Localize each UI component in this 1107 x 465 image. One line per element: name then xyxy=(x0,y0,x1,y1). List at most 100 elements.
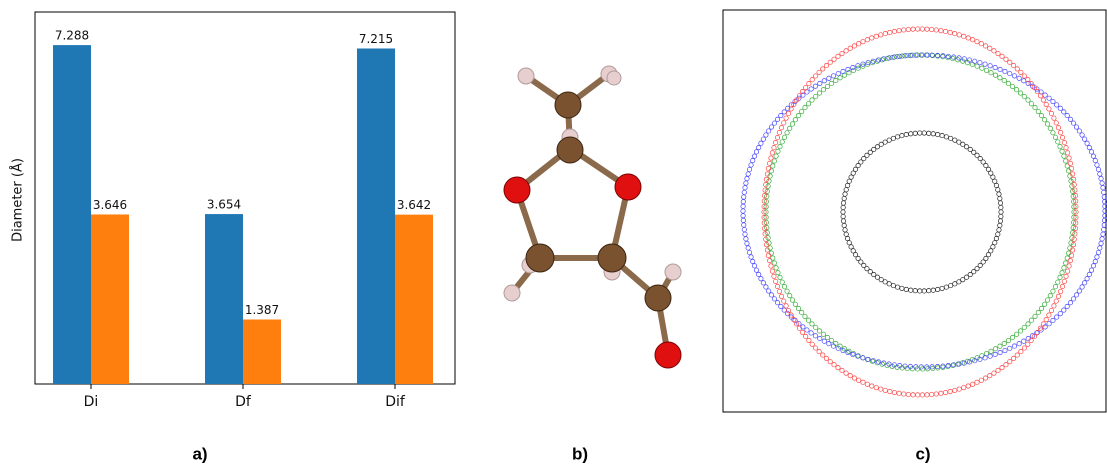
ring-dot xyxy=(775,117,779,121)
ring-dot xyxy=(817,91,821,95)
ring-dot xyxy=(1008,71,1012,75)
ring-dot xyxy=(796,113,800,117)
ring-dot xyxy=(913,131,917,135)
ring-dot xyxy=(761,281,765,285)
ring-dot xyxy=(996,368,1000,372)
panel-label: c) xyxy=(915,444,930,463)
ring-dot xyxy=(1087,145,1091,149)
ring-dot xyxy=(772,145,776,149)
ring-dot xyxy=(892,29,896,33)
ring-dot xyxy=(803,334,807,338)
ring-dot xyxy=(806,102,810,106)
ring-dot xyxy=(991,175,995,179)
ring-dot xyxy=(822,339,826,343)
value-label: 3.642 xyxy=(397,198,431,212)
bar xyxy=(395,215,433,384)
ring-dot xyxy=(993,65,997,69)
ring-dot xyxy=(922,289,926,293)
ring-dot xyxy=(1065,151,1069,155)
ring-dot xyxy=(828,60,832,64)
ring-dot xyxy=(1010,335,1014,339)
ring-dot xyxy=(1066,251,1070,255)
ring-dot xyxy=(1064,274,1068,278)
ring-dot xyxy=(1062,140,1066,144)
ring-dot xyxy=(838,76,842,80)
ring-dot xyxy=(909,132,913,136)
ring-dot xyxy=(1022,325,1026,329)
ring-dot xyxy=(1036,109,1040,113)
ring-dot xyxy=(1065,304,1069,308)
ring-dot xyxy=(1015,353,1019,357)
ring-dot xyxy=(779,126,783,130)
ring-dot xyxy=(749,255,753,259)
ring-dot xyxy=(994,183,998,187)
ring-dot xyxy=(782,308,786,312)
ring-dot xyxy=(1051,131,1055,135)
ring-dot xyxy=(809,331,813,335)
ring-dot xyxy=(1056,280,1060,284)
ring-dot xyxy=(1022,74,1026,78)
ring-dot xyxy=(998,223,1002,227)
ring-dot xyxy=(883,388,887,392)
ring-dot xyxy=(1014,88,1018,92)
panel-label: a) xyxy=(192,444,207,463)
ring-dot xyxy=(1095,255,1099,259)
ring-dot xyxy=(841,219,845,223)
ring-dot xyxy=(1091,154,1095,158)
ring-dot xyxy=(746,172,750,176)
ring-dot xyxy=(836,365,840,369)
ring-dot xyxy=(1062,279,1066,283)
ring-dot xyxy=(769,156,773,160)
ring-dot xyxy=(1058,289,1062,293)
ring-dot xyxy=(803,314,807,318)
ring-dot xyxy=(1067,264,1071,268)
ring-dot xyxy=(777,289,781,293)
ring-dot xyxy=(847,241,851,245)
ring-dot xyxy=(1008,346,1012,350)
ring-dot xyxy=(874,34,878,38)
ring-dot xyxy=(1069,253,1073,257)
ring-dot xyxy=(851,65,855,69)
ring-dot xyxy=(940,286,944,290)
ring-dot xyxy=(1049,308,1053,312)
ring-dot xyxy=(1101,232,1105,236)
ring-dot xyxy=(769,169,773,173)
ring-dot xyxy=(754,150,758,154)
ring-dot xyxy=(782,110,786,114)
ring-dot xyxy=(790,298,794,302)
ring-dot xyxy=(1098,172,1102,176)
ring-dot xyxy=(1068,300,1072,304)
ring-dot xyxy=(1000,54,1004,58)
ring-dot xyxy=(1054,103,1058,107)
ring-dot xyxy=(1012,74,1016,78)
ring-dot xyxy=(840,368,844,372)
ring-dot xyxy=(1022,346,1026,350)
ring-dot xyxy=(1068,161,1072,165)
ring-dot xyxy=(970,62,974,66)
ring-dot xyxy=(770,269,774,273)
ring-dot xyxy=(1011,63,1015,67)
ring-dot xyxy=(1000,365,1004,369)
ring-dot xyxy=(778,144,782,148)
ring-dot xyxy=(1065,113,1069,117)
ring-dot xyxy=(852,376,856,380)
ring-dot xyxy=(1096,167,1100,171)
value-label: 1.387 xyxy=(245,303,279,317)
ring-dot xyxy=(786,308,790,312)
ring-dot xyxy=(1002,341,1006,345)
ring-dot xyxy=(776,149,780,153)
ring-dot xyxy=(1060,135,1064,139)
ring-dot xyxy=(847,349,851,353)
ring-dot xyxy=(906,392,910,396)
ring-dot xyxy=(1045,122,1049,126)
ring-dot xyxy=(944,285,948,289)
ring-dot xyxy=(782,121,786,125)
ring-dot xyxy=(1071,121,1075,125)
bar xyxy=(91,214,129,384)
ring-dot xyxy=(931,288,935,292)
ring-dot xyxy=(993,241,997,245)
ring-dot xyxy=(836,54,840,58)
ring-dot xyxy=(962,34,966,38)
ring-dot xyxy=(780,140,784,144)
ring-dot xyxy=(782,135,786,139)
